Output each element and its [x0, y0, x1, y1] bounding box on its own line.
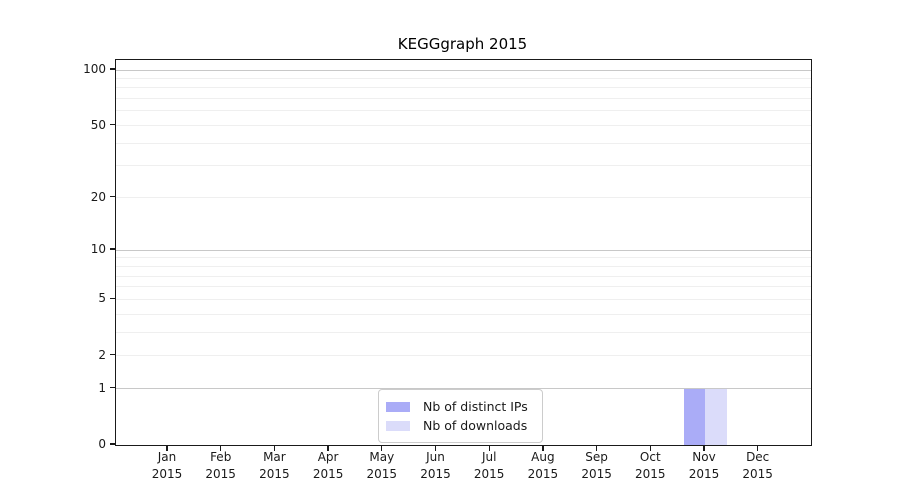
grid-line-minor	[116, 142, 811, 144]
y-tick-mark	[110, 354, 115, 356]
x-tick-year: 2015	[688, 467, 720, 481]
x-tick-month: Dec	[746, 450, 770, 464]
legend-item: Nb of downloads	[386, 416, 528, 435]
x-tick-year: 2015	[151, 467, 183, 481]
grid-line-minor	[116, 257, 811, 259]
x-tick-year: 2015	[205, 467, 236, 481]
x-tick-month: Jan	[157, 450, 177, 464]
y-tick-mark	[110, 123, 115, 126]
y-tick-label: 2	[98, 347, 106, 362]
x-tick-mark	[434, 445, 437, 451]
x-tick-mark	[327, 445, 329, 451]
x-tick-mark	[703, 445, 705, 451]
y-tick-label: 5	[98, 291, 106, 306]
x-tick-month: Jun	[426, 450, 445, 464]
y-tick-label: 100	[83, 62, 106, 76]
x-tick-year: 2015	[635, 467, 666, 481]
x-tick-mark	[649, 445, 651, 451]
bar-downloads	[705, 388, 727, 445]
y-tick-label: 10	[90, 242, 106, 257]
grid-line-minor	[116, 298, 811, 300]
grid-line-minor	[116, 265, 811, 267]
y-tick-mark	[110, 386, 115, 389]
x-tick-mark	[381, 445, 383, 451]
x-tick-mark	[273, 445, 276, 451]
x-tick-month: May	[369, 450, 395, 464]
x-tick-year: 2015	[366, 467, 398, 481]
grid-line-minor	[116, 197, 811, 199]
grid-line-minor	[116, 110, 811, 112]
y-tick-mark	[110, 195, 115, 198]
grid-line-minor	[116, 286, 811, 288]
x-tick-year: 2015	[259, 467, 290, 481]
y-tick-label: 0	[98, 437, 106, 451]
x-tick-month: Oct	[639, 450, 661, 464]
x-tick-year: 2015	[312, 467, 344, 481]
x-tick-year: 2015	[527, 467, 559, 481]
x-tick-mark	[595, 445, 598, 451]
grid-line-minor	[116, 165, 811, 167]
legend-label: Nb of downloads	[423, 418, 528, 433]
y-tick-label: 50	[90, 117, 106, 132]
legend: Nb of distinct IPs Nb of downloads	[378, 389, 543, 443]
grid-line-minor	[116, 87, 811, 89]
legend-item: Nb of distinct IPs	[386, 397, 528, 416]
grid-line-minor	[116, 77, 811, 79]
grid-line-minor	[116, 355, 811, 357]
x-tick-month: Jul	[481, 450, 497, 464]
x-tick-month: Sep	[585, 450, 608, 464]
y-tick-mark	[110, 297, 115, 300]
grid-line-minor	[116, 125, 811, 127]
grid-line-major	[116, 388, 811, 390]
x-tick-mark	[166, 445, 168, 451]
x-tick-month: Mar	[263, 450, 286, 464]
plot-area	[115, 59, 812, 446]
x-tick-year: 2015	[420, 467, 451, 481]
grid-line-minor	[116, 275, 811, 277]
x-tick-mark	[488, 445, 490, 451]
y-tick-label: 20	[90, 189, 106, 204]
chart-title: KEGGgraph 2015	[397, 35, 528, 53]
x-tick-month: Aug	[531, 450, 555, 464]
grid-line-minor	[116, 331, 811, 333]
y-tick-mark	[110, 248, 115, 250]
x-tick-year: 2015	[473, 467, 505, 481]
x-tick-month: Feb	[210, 450, 232, 464]
x-tick-mark	[757, 445, 759, 451]
legend-swatch	[386, 420, 410, 431]
grid-line-minor	[116, 98, 811, 100]
grid-line-major	[116, 69, 811, 71]
grid-line-minor	[116, 313, 811, 315]
x-tick-month: Apr	[317, 450, 339, 464]
bar-distinct-ips	[683, 388, 705, 445]
x-tick-year: 2015	[742, 467, 773, 481]
legend-label: Nb of distinct IPs	[423, 399, 528, 414]
x-tick-year: 2015	[581, 467, 612, 481]
legend-swatch	[386, 401, 410, 412]
x-tick-mark	[220, 445, 222, 451]
grid-line-major	[116, 249, 811, 251]
y-tick-label: 1	[98, 380, 106, 395]
x-tick-mark	[542, 445, 544, 451]
y-tick-mark	[110, 68, 115, 70]
y-tick-mark	[110, 443, 115, 445]
x-tick-month: Nov	[692, 450, 716, 464]
